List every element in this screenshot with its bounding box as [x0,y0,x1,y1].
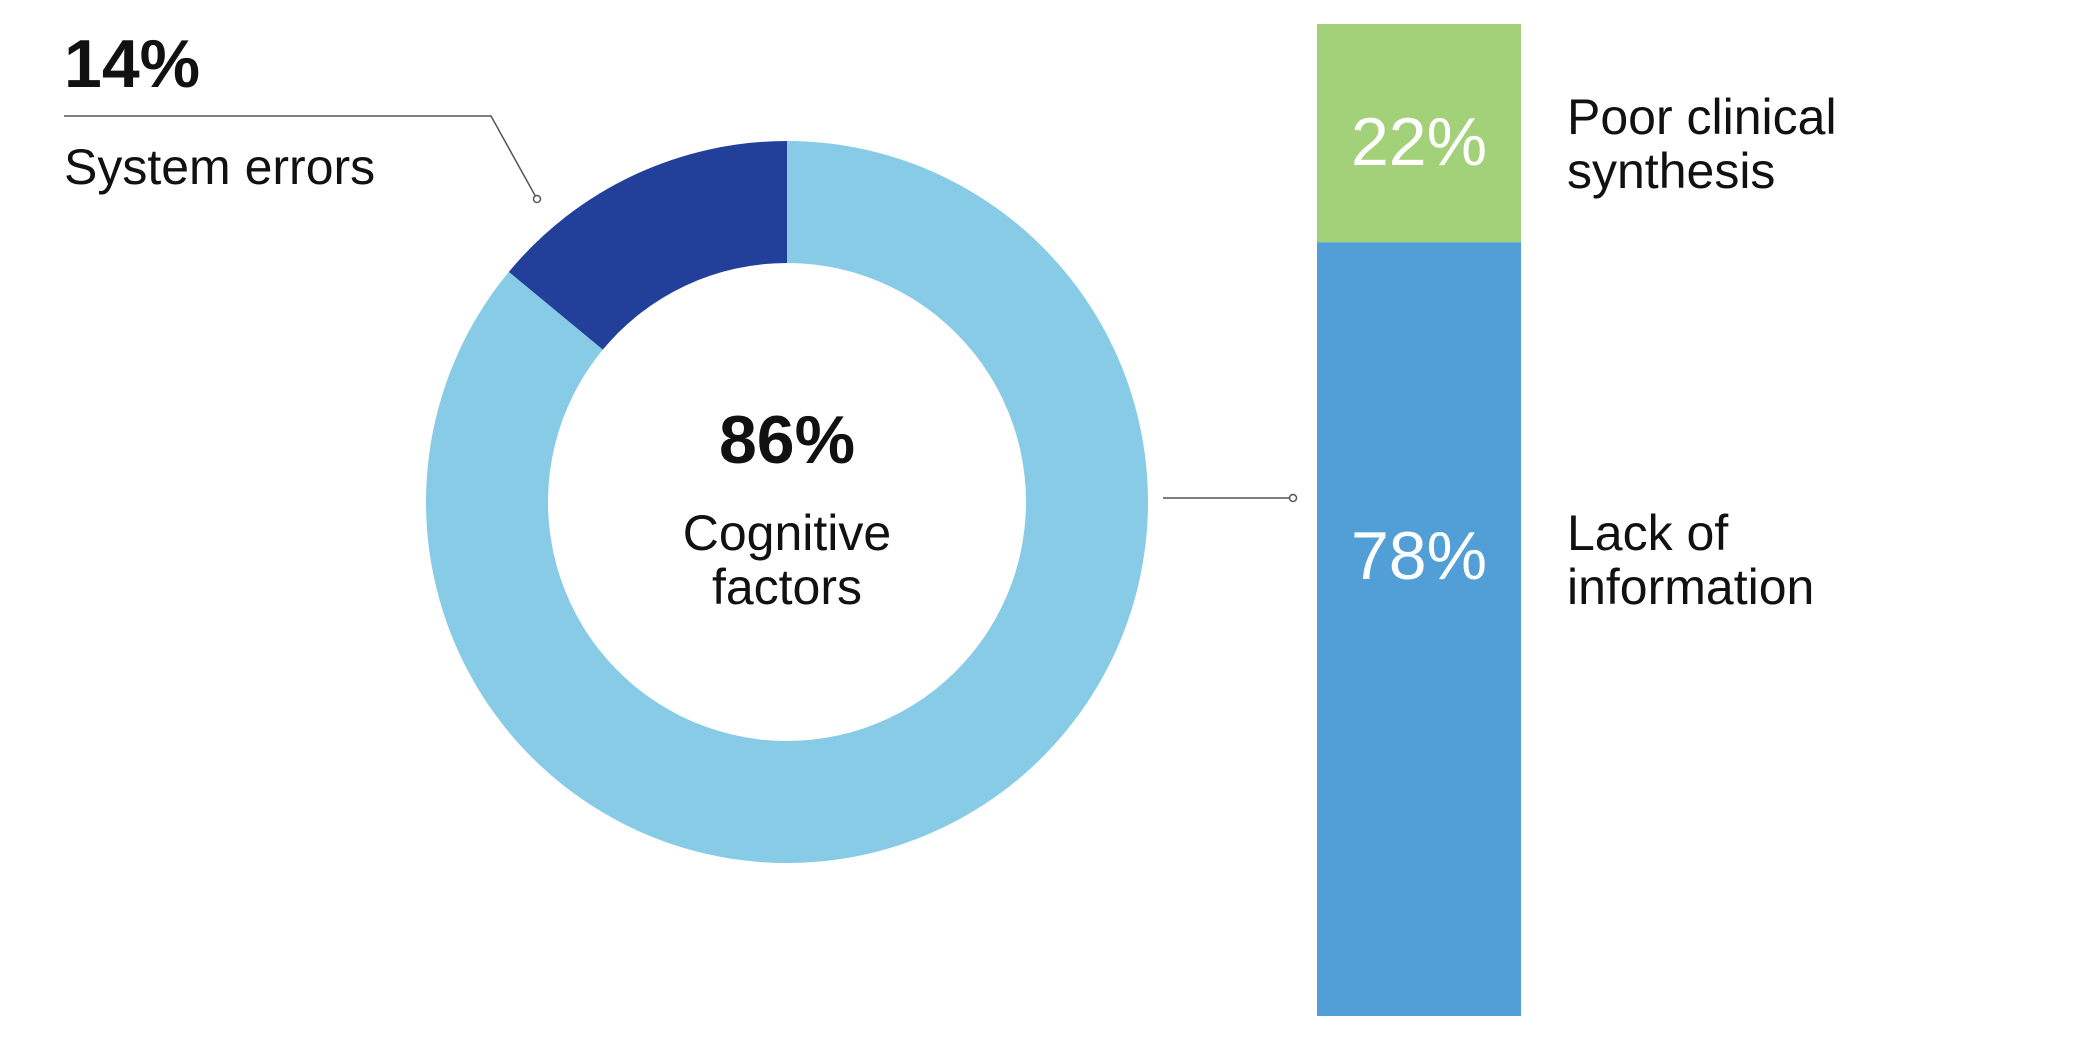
legend-label: Poor clinical synthesis [1567,89,1837,199]
donut-segment [426,141,1148,863]
category-label: Cognitive factors [682,505,892,615]
segment-label: 22% [1350,104,1488,180]
legend-label: Lack of information [1567,505,1815,615]
bar-segment [1317,242,1521,1017]
category-label: System errors [64,139,376,195]
value-label: 14% [64,26,201,102]
leader-line [64,115,538,200]
leader-dot [532,194,542,204]
value-label: 86% [718,402,856,478]
donut-segment [508,141,787,350]
connector-dot [1288,493,1298,503]
segment-label: 78% [1350,518,1488,594]
bar-segment [1317,24,1521,243]
